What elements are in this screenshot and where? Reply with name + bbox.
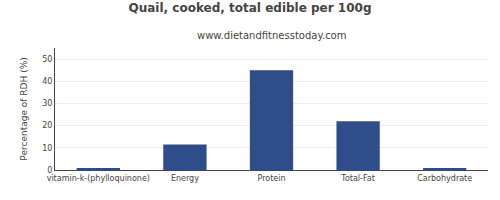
svg-text:50: 50 [42, 55, 52, 64]
svg-text:Protein: Protein [257, 174, 285, 183]
svg-text:40: 40 [42, 77, 52, 86]
svg-text:20: 20 [42, 121, 52, 130]
svg-text:vitamin-k-(phylloquinone): vitamin-k-(phylloquinone) [47, 174, 150, 183]
svg-text:Quail, cooked, total edible pe: Quail, cooked, total edible per 100g [129, 1, 372, 15]
svg-text:0: 0 [47, 166, 52, 175]
svg-text:30: 30 [42, 99, 52, 108]
svg-text:Total-Fat: Total-Fat [340, 174, 374, 183]
svg-text:10: 10 [42, 144, 52, 153]
svg-text:Carbohydrate: Carbohydrate [417, 174, 472, 183]
svg-text:Energy: Energy [171, 174, 199, 183]
svg-text:www.dietandfitnesstoday.com: www.dietandfitnesstoday.com [197, 30, 346, 41]
svg-text:Percentage of RDH (%): Percentage of RDH (%) [19, 57, 29, 160]
